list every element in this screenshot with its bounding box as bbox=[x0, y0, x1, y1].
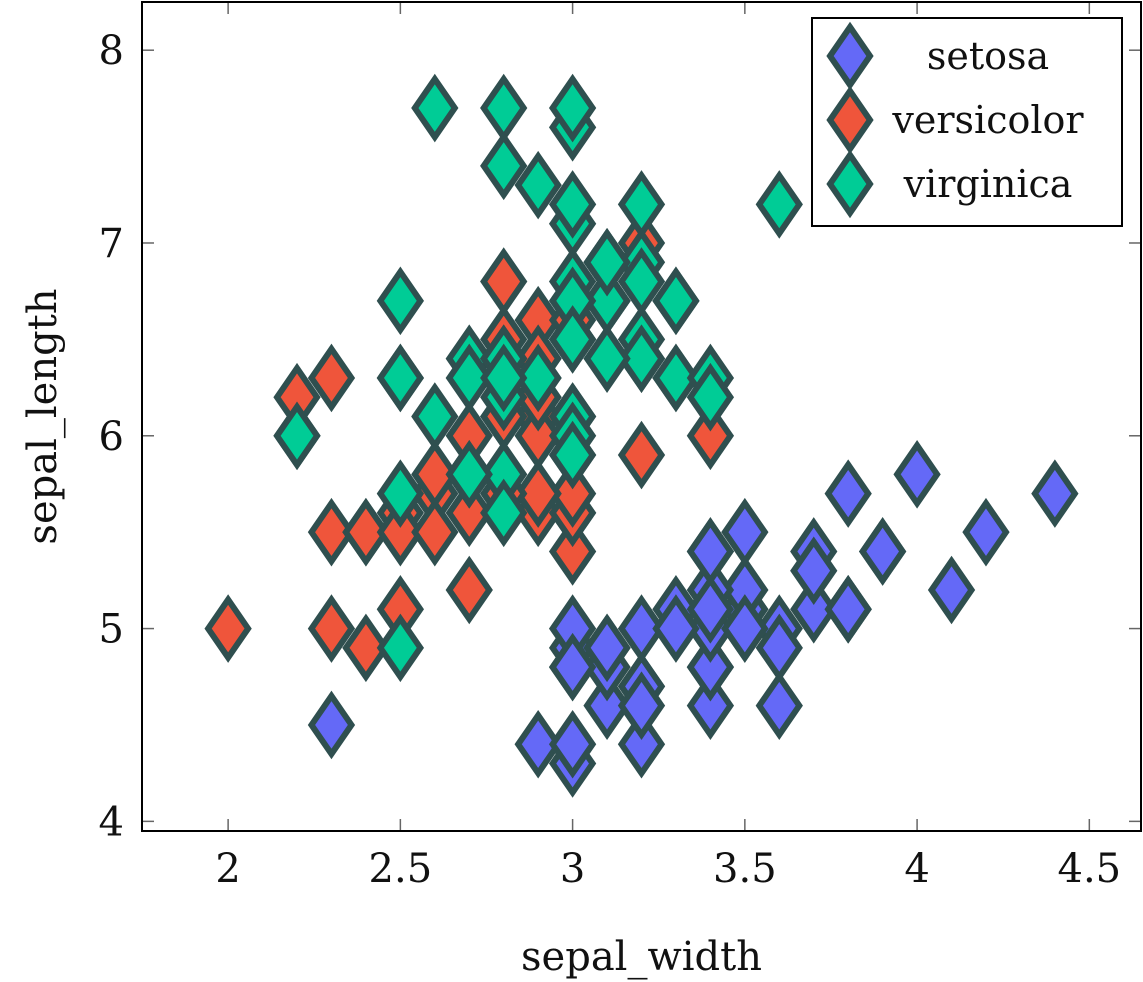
point-virginica bbox=[273, 401, 321, 471]
point-setosa bbox=[583, 613, 631, 683]
x-tick-label: 3.5 bbox=[713, 846, 777, 892]
legend-label-virginica: virginica bbox=[903, 162, 1073, 206]
point-virginica bbox=[617, 324, 666, 393]
point-versicolor bbox=[204, 594, 252, 663]
point-virginica bbox=[480, 343, 528, 413]
point-virginica bbox=[548, 305, 597, 374]
point-virginica bbox=[480, 478, 528, 548]
point-versicolor bbox=[411, 440, 459, 509]
point-virginica bbox=[583, 324, 631, 393]
point-versicolor bbox=[376, 497, 425, 567]
point-virginica bbox=[652, 266, 700, 336]
point-virginica bbox=[548, 420, 597, 490]
point-versicolor bbox=[342, 497, 390, 567]
point-virginica bbox=[376, 343, 425, 413]
point-setosa bbox=[927, 555, 976, 625]
y-tick-label: 5 bbox=[99, 607, 124, 653]
point-versicolor bbox=[342, 613, 390, 683]
point-setosa bbox=[790, 536, 838, 606]
point-virginica bbox=[480, 73, 528, 143]
point-versicolor bbox=[307, 343, 356, 413]
x-tick-label: 4 bbox=[904, 846, 929, 892]
point-virginica bbox=[686, 362, 735, 432]
y-tick-label: 8 bbox=[99, 28, 124, 74]
point-versicolor bbox=[617, 420, 666, 490]
legend-marker-versicolor bbox=[826, 85, 874, 155]
y-tick-label: 6 bbox=[99, 414, 124, 460]
x-axis-label: sepal_width bbox=[521, 934, 762, 980]
point-versicolor bbox=[514, 459, 562, 528]
point-setosa bbox=[721, 594, 769, 663]
point-setosa bbox=[790, 575, 838, 644]
point-virginica bbox=[652, 343, 700, 413]
point-setosa bbox=[548, 632, 597, 702]
x-tick-label: 2 bbox=[215, 846, 240, 892]
point-versicolor bbox=[445, 555, 493, 625]
point-setosa bbox=[617, 594, 666, 663]
point-virginica bbox=[583, 266, 631, 336]
point-versicolor bbox=[307, 594, 356, 663]
point-setosa bbox=[686, 671, 735, 740]
point-virginica bbox=[617, 170, 666, 239]
point-setosa bbox=[617, 671, 666, 740]
point-virginica bbox=[445, 440, 493, 509]
point-virginica bbox=[411, 73, 459, 143]
data-points bbox=[204, 35, 1079, 798]
legend-label-versicolor: versicolor bbox=[891, 98, 1084, 142]
x-tick-label: 3 bbox=[560, 846, 585, 892]
point-setosa bbox=[755, 613, 803, 683]
legend-marker-setosa bbox=[826, 21, 874, 91]
point-versicolor bbox=[548, 517, 597, 586]
point-setosa bbox=[962, 497, 1010, 567]
point-setosa bbox=[652, 594, 700, 663]
point-setosa bbox=[583, 671, 631, 740]
point-setosa bbox=[1031, 459, 1079, 528]
y-tick-label: 4 bbox=[99, 799, 124, 845]
point-setosa bbox=[893, 440, 941, 509]
point-virginica bbox=[548, 170, 597, 239]
point-virginica bbox=[411, 382, 459, 451]
point-setosa bbox=[307, 690, 356, 760]
legend-label-setosa: setosa bbox=[927, 34, 1049, 78]
point-virginica bbox=[514, 150, 562, 220]
y-axis-label: sepal_length bbox=[20, 288, 66, 544]
point-versicolor bbox=[307, 497, 356, 567]
point-setosa bbox=[548, 709, 597, 779]
legend: setosa versicolor virginica bbox=[811, 17, 1123, 227]
point-setosa bbox=[686, 575, 735, 644]
point-virginica bbox=[376, 613, 425, 683]
point-setosa bbox=[858, 517, 907, 586]
point-virginica bbox=[445, 343, 493, 413]
point-versicolor bbox=[480, 247, 528, 316]
point-virginica bbox=[617, 247, 666, 316]
point-virginica bbox=[514, 343, 562, 413]
point-setosa bbox=[514, 709, 562, 779]
point-versicolor bbox=[411, 497, 459, 567]
point-versicolor bbox=[548, 459, 597, 528]
point-setosa bbox=[824, 575, 872, 644]
point-virginica bbox=[755, 170, 803, 239]
point-setosa bbox=[721, 497, 769, 567]
legend-marker-virginica bbox=[826, 149, 874, 219]
x-tick-label: 4.5 bbox=[1058, 846, 1122, 892]
axis-ticks bbox=[142, 2, 1141, 831]
tick-labels: 2 2.5 3 3.5 4 4.5 4 5 6 7 8 bbox=[99, 28, 1122, 892]
point-setosa bbox=[755, 671, 803, 740]
point-setosa bbox=[824, 459, 872, 528]
point-virginica bbox=[376, 459, 425, 528]
point-versicolor bbox=[686, 401, 735, 471]
x-tick-label: 2.5 bbox=[369, 846, 433, 892]
point-virginica bbox=[480, 131, 528, 201]
plot-frame bbox=[141, 1, 1142, 832]
y-tick-label: 7 bbox=[99, 221, 124, 267]
point-setosa bbox=[617, 709, 666, 779]
point-setosa bbox=[686, 632, 735, 702]
point-virginica bbox=[548, 73, 597, 143]
point-virginica bbox=[583, 227, 631, 297]
point-virginica bbox=[376, 266, 425, 336]
point-versicolor bbox=[445, 478, 493, 548]
